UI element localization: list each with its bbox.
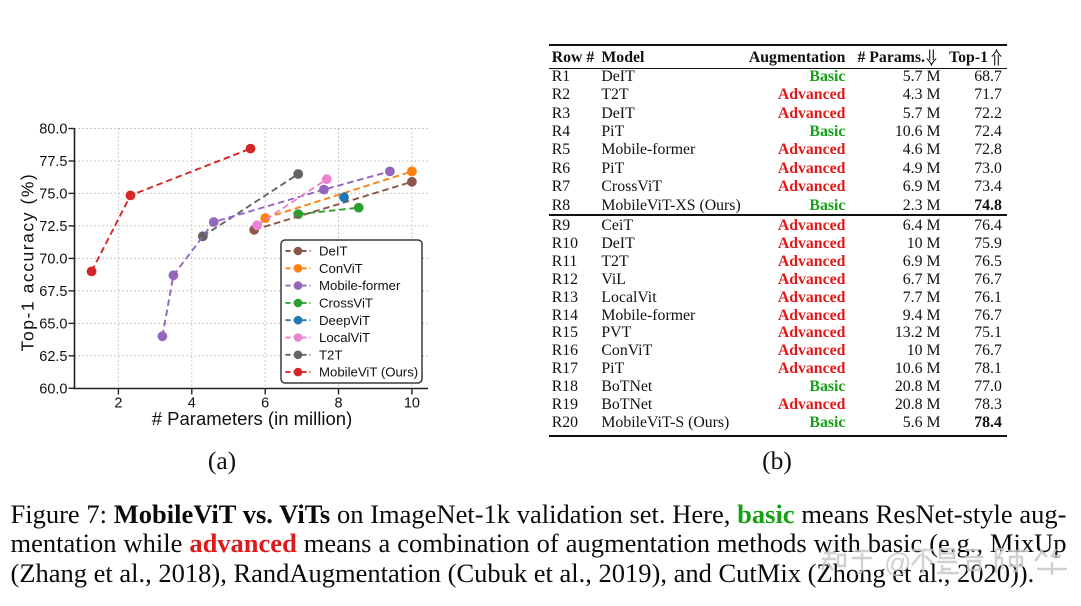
svg-text:60.0: 60.0 (39, 381, 67, 397)
svg-text:ConViT: ConViT (319, 261, 363, 276)
svg-text:65.0: 65.0 (39, 317, 67, 333)
svg-text:2: 2 (114, 396, 122, 412)
svg-text:Top-1 accuracy (%): Top-1 accuracy (%) (18, 173, 38, 352)
svg-text:8: 8 (334, 396, 342, 412)
svg-text:67.5: 67.5 (39, 284, 67, 300)
svg-text:DeIT: DeIT (319, 244, 348, 259)
svg-text:6: 6 (261, 396, 269, 412)
svg-text:75.0: 75.0 (39, 187, 67, 203)
svg-text:4: 4 (188, 396, 196, 412)
svg-text:DeepViT: DeepViT (319, 313, 370, 328)
svg-text:CrossViT: CrossViT (319, 296, 373, 311)
svg-text:70.0: 70.0 (39, 252, 67, 268)
svg-text:80.0: 80.0 (39, 122, 67, 138)
svg-text:# Parameters (in million): # Parameters (in million) (152, 408, 352, 429)
svg-text:T2T: T2T (319, 347, 342, 362)
svg-text:62.5: 62.5 (39, 349, 67, 365)
svg-text:MobileViT (Ours): MobileViT (Ours) (319, 365, 418, 380)
svg-text:72.5: 72.5 (39, 219, 67, 235)
svg-text:Mobile-former: Mobile-former (319, 278, 401, 293)
svg-text:LocalViT: LocalViT (319, 330, 370, 345)
svg-text:77.5: 77.5 (39, 154, 67, 170)
svg-text:@: @ (884, 548, 911, 578)
svg-text:10: 10 (404, 396, 420, 412)
